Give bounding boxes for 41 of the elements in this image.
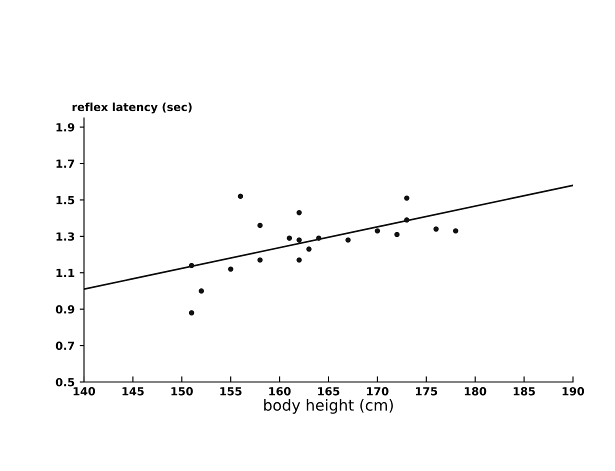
y-tick-label: 1.7: [56, 160, 74, 168]
point: [238, 194, 244, 199]
point: [452, 228, 458, 234]
y-tick-label: 1.5: [56, 196, 74, 204]
x-tick-label: 155: [220, 387, 242, 396]
x-tick-label: 185: [514, 387, 535, 396]
y-tick-label: 1.1: [56, 268, 74, 277]
point: [296, 237, 302, 243]
x-tick-label: 180: [464, 387, 486, 396]
point: [374, 228, 380, 234]
x-tick-label: 150: [171, 387, 193, 396]
point: [316, 236, 322, 241]
point: [188, 262, 194, 268]
point: [306, 246, 312, 252]
point: [296, 210, 302, 216]
x-tick-label: 175: [416, 387, 438, 396]
y-tick-label: 0.9: [56, 305, 74, 314]
y-tick-label: 0.7: [56, 342, 74, 350]
x-tick-label: 140: [74, 387, 96, 396]
point: [433, 226, 439, 232]
point: [394, 232, 400, 238]
x-axis-title: body height (cm): [264, 399, 393, 414]
point: [228, 266, 234, 272]
point: [257, 222, 263, 228]
x-tick-label: 145: [122, 387, 144, 396]
point: [345, 237, 351, 243]
point: [198, 288, 204, 294]
y-tick-label: 0.5: [56, 378, 74, 386]
y-axis-title: reflex latency (sec): [72, 102, 192, 114]
point: [188, 310, 194, 316]
point: [296, 257, 302, 263]
point: [404, 217, 410, 223]
x-tick-label: 160: [269, 387, 291, 396]
x-tick-label: 170: [367, 387, 388, 396]
x-tick-label: 190: [562, 387, 584, 396]
point: [286, 236, 292, 241]
point: [257, 257, 263, 263]
y-tick-label: 1.3: [56, 232, 74, 241]
point: [404, 195, 410, 201]
y-tick-label: 1.9: [56, 123, 74, 132]
x-tick-label: 165: [318, 387, 340, 396]
